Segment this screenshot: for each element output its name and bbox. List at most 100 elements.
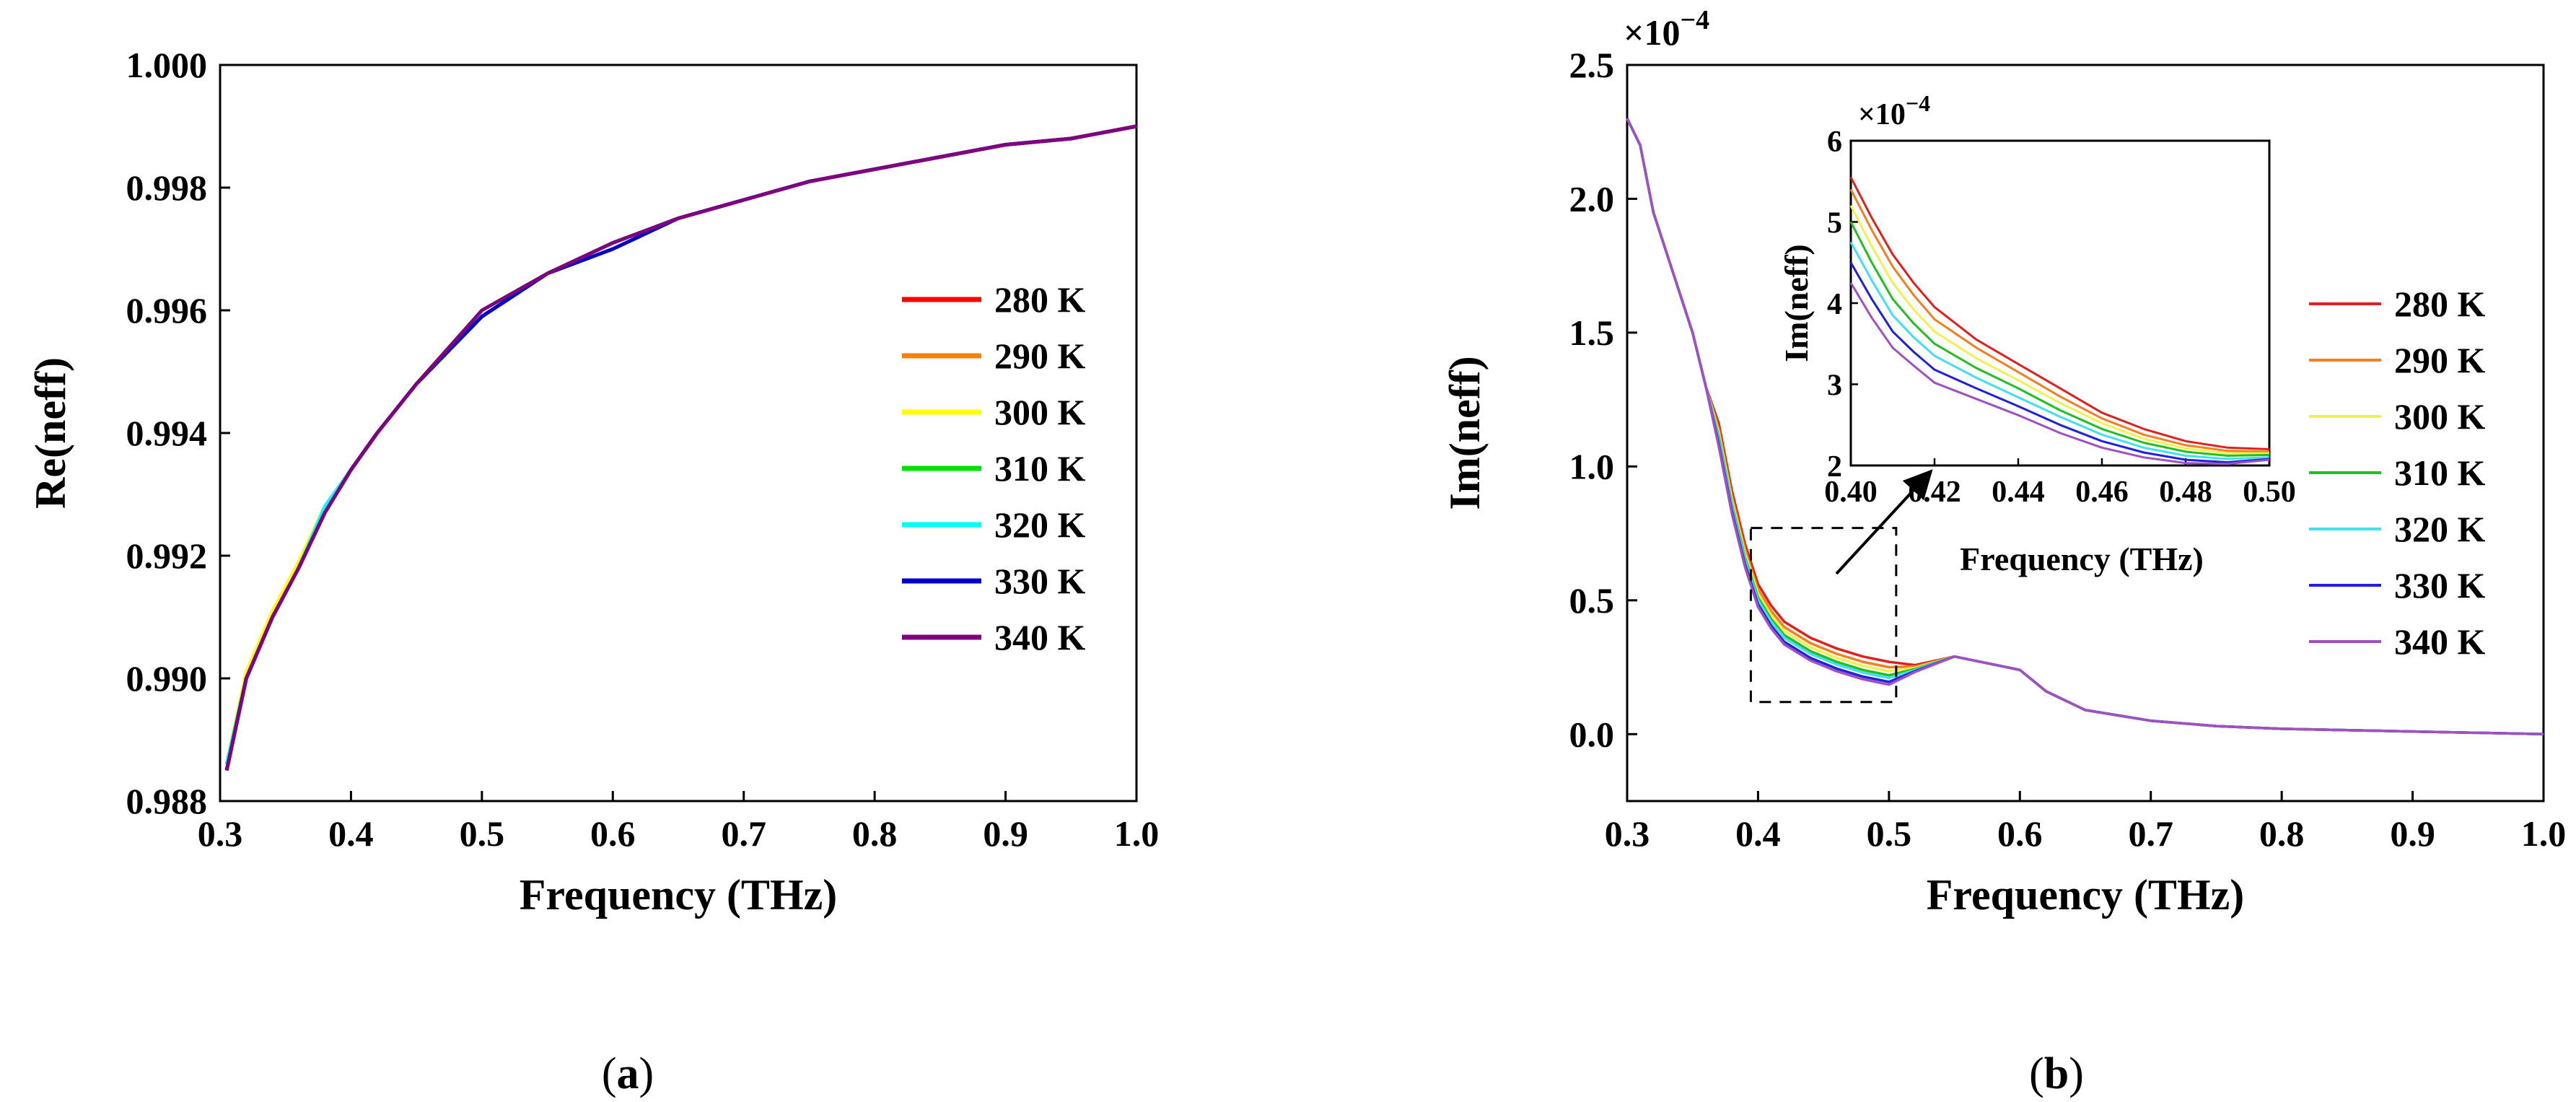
chart-b-legend-label: 310 K [2394,452,2486,493]
inset-series-line [1849,205,2269,455]
inset-series-line [1849,241,2270,460]
inset-ylabel: Im(neff) [1778,244,1815,362]
chart-b-xtick-label: 0.3 [1605,813,1650,854]
chart-a-ticks: 0.3 0.4 0.5 0.6 0.7 0.8 0.9 1.0 0.988 0.990 0.992 0… [126,45,1160,854]
chart-a-ylabel: Re(neff) [27,357,74,509]
inset-series-line [1849,188,2270,453]
chart-a-xtick-label: 0.5 [460,813,505,854]
chart-b-ylabel: Im(neff) [1441,356,1489,510]
inset-series-line [1849,262,2270,463]
chart-b-ytick-label: 1.5 [1569,312,1615,353]
caption-a-letter: a [617,1049,639,1098]
inset-series-line [1849,176,2270,450]
chart-a-xtick-label: 0.9 [983,813,1028,854]
chart-b-legend: 280 K 290 K 300 K 310 K 320 K 330 K 340 K [2309,284,2486,662]
chart-a-legend-label: 330 K [994,561,1086,601]
inset-series [1849,176,2270,465]
inset-scale-base: ×10 [1858,98,1906,131]
chart-a-legend-label: 280 K [994,279,1086,320]
chart-b-scale-exp: −4 [1681,5,1710,35]
inset-xtick-label: 0.42 [1908,476,1961,509]
inset-ticks: 0.40 0.42 0.44 0.46 0.48 0.50 2 3 4 5 6 [1824,126,2296,509]
caption-a-open: ( [602,1049,617,1098]
inset-scale-label: ×10−4 [1858,90,1930,131]
caption-a: (a) [602,1049,654,1098]
chart-a-series-line [224,124,1137,771]
chart-b-zoom-box [1749,527,1898,704]
inset-xlabel: Frequency (THz) [1960,541,2204,577]
chart-b: 0.3 0.4 0.5 0.6 0.7 0.8 0.9 1.0 0.0 0.5 1.0 1.5 2.0 2… [1441,5,2566,919]
chart-b-series [1626,118,2544,736]
inset-series-line [1849,221,2270,457]
chart-a-legend-label: 310 K [994,448,1086,489]
chart-a-ytick-label: 0.998 [126,167,208,208]
chart-b-xtick-label: 0.7 [2128,813,2173,854]
chart-a-series [224,124,1137,771]
chart-b-legend-label: 330 K [2394,565,2486,605]
chart-a-legend-label: 340 K [994,617,1086,657]
chart-b-legend-label: 290 K [2394,340,2486,380]
chart-a-xtick-label: 0.3 [198,813,243,854]
chart-b-zoom-arrow [1835,469,1933,575]
chart-b-xtick-label: 0.5 [1867,813,1912,854]
chart-a-ytick-label: 0.994 [126,413,208,453]
chart-b-series-line [1626,118,2544,736]
inset-xtick-label: 0.48 [2159,476,2212,509]
chart-b-xtick-label: 1.0 [2521,813,2567,854]
chart-b-xtick-label: 0.8 [2259,813,2305,854]
chart-a: 0.3 0.4 0.5 0.6 0.7 0.8 0.9 1.0 0.988 0.990 0.992 0… [27,45,1159,919]
chart-a-legend-label: 300 K [994,392,1086,432]
inset-series-line [1849,282,2270,465]
caption-b: (b) [2029,1049,2084,1098]
inset-ytick-label: 6 [1827,126,1842,159]
chart-b-xtick-label: 0.4 [1735,813,1781,854]
chart-b-ytick-label: 0.0 [1569,714,1615,754]
chart-b-scale-label: ×10−4 [1624,5,1709,53]
chart-a-xtick-label: 0.6 [590,813,636,854]
chart-b-ytick-label: 2.0 [1569,178,1615,219]
chart-b-legend-label: 340 K [2394,621,2486,662]
caption-a-close: ) [639,1049,654,1098]
caption-b-letter: b [2044,1049,2069,1098]
chart-b-inset: 0.40 0.42 0.44 0.46 0.48 0.50 2 3 4 5 6 ×10−4 Freq… [1778,90,2296,577]
chart-b-plot-frame [1626,64,2545,803]
chart-b-xtick-label: 0.9 [2390,813,2435,854]
caption-b-close: ) [2069,1049,2084,1098]
inset-xtick-label: 0.44 [1992,476,2045,509]
chart-a-xtick-label: 1.0 [1114,813,1160,854]
chart-b-ytick-label: 0.5 [1569,580,1615,621]
chart-a-ytick-label: 0.988 [126,781,208,821]
chart-a-xtick-label: 0.4 [328,813,374,854]
inset-ytick-label: 3 [1827,369,1842,403]
inset-ytick-label: 5 [1827,207,1842,240]
chart-b-legend-label: 300 K [2394,396,2486,437]
chart-b-scale-base: ×10 [1624,12,1681,53]
chart-a-series-line [224,124,1137,765]
chart-a-ytick-label: 0.996 [126,290,208,331]
chart-b-legend-label: 280 K [2394,284,2486,324]
inset-ytick-label: 4 [1827,288,1842,321]
caption-b-open: ( [2029,1049,2044,1098]
chart-a-legend: 280 K 290 K 300 K 310 K 320 K 330 K 340 K [902,279,1086,657]
chart-b-xtick-label: 0.6 [1997,813,2043,854]
chart-b-ticks: 0.3 0.4 0.5 0.6 0.7 0.8 0.9 1.0 0.0 0.5 1.0 1.5 2.0 2… [1569,45,2567,854]
chart-a-xtick-label: 0.7 [721,813,766,854]
chart-a-ytick-label: 0.990 [126,658,208,699]
chart-a-ytick-label: 1.000 [126,45,208,85]
inset-xtick-label: 0.50 [2243,476,2296,509]
inset-xtick-label: 0.40 [1824,476,1878,509]
inset-scale-exp: −4 [1906,90,1930,116]
chart-a-plot-frame [219,64,1138,803]
chart-a-xlabel: Frequency (THz) [520,871,837,919]
chart-b-ytick-label: 1.0 [1569,446,1615,486]
chart-b-legend-label: 320 K [2394,509,2486,549]
chart-a-series-line [224,124,1137,765]
chart-b-ytick-label: 2.5 [1569,45,1615,85]
chart-a-ytick-label: 0.992 [126,535,208,576]
inset-xtick-label: 0.46 [2075,476,2129,509]
chart-a-legend-label: 320 K [994,504,1086,545]
chart-b-xlabel: Frequency (THz) [1927,871,2244,919]
chart-a-xtick-label: 0.8 [852,813,898,854]
chart-a-legend-label: 290 K [994,336,1086,376]
